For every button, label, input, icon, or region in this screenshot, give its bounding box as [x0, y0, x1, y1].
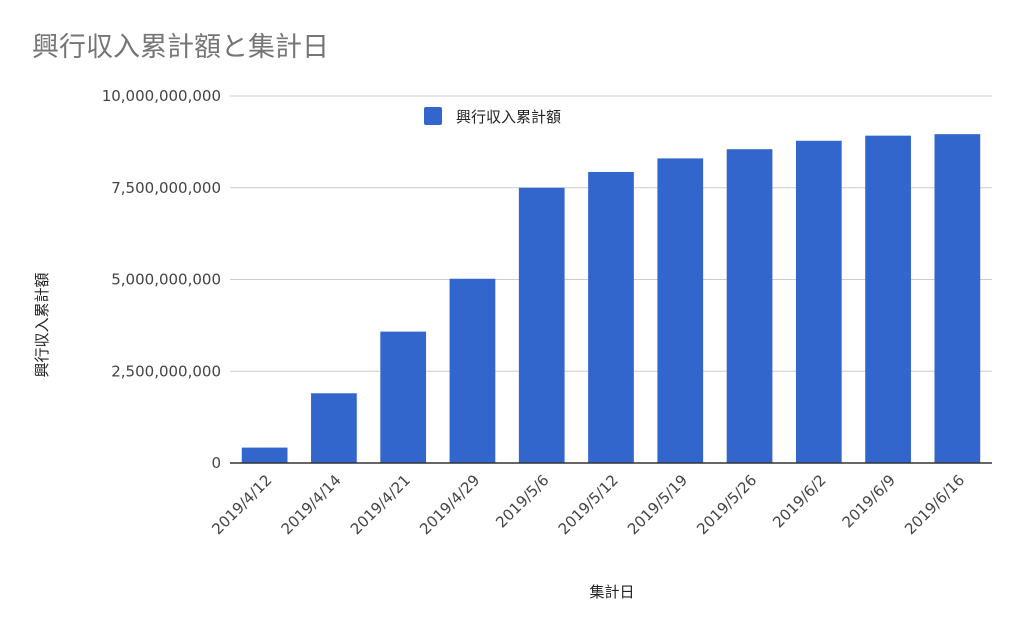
x-tick-label: 2019/5/12: [555, 471, 622, 538]
y-tick-label: 2,500,000,000: [111, 362, 221, 380]
bar[interactable]: [518, 187, 565, 463]
y-tick-label: 0: [211, 454, 221, 472]
x-axis-tick-labels: 2019/4/12 2019/4/14 2019/4/21 2019/4/29 2019…: [208, 471, 968, 538]
bar[interactable]: [588, 171, 634, 463]
bar[interactable]: [657, 158, 704, 463]
y-axis-title: 興行収入累計額: [33, 272, 51, 377]
bar[interactable]: [865, 135, 911, 464]
y-tick-label: 10,000,000,000: [102, 87, 221, 105]
bar[interactable]: [380, 331, 427, 463]
bars: [241, 134, 981, 464]
y-axis-tick-labels: 0 2,500,000,000 5,000,000,000 7,500,000,000…: [102, 87, 221, 472]
legend[interactable]: 興行収入累計額: [424, 107, 561, 126]
x-axis-title: 集計日: [589, 583, 634, 601]
x-tick-label: 2019/5/6: [492, 471, 552, 531]
x-tick-label: 2019/6/9: [839, 471, 899, 531]
y-tick-label: 7,500,000,000: [111, 179, 221, 197]
x-tick-label: 2019/5/19: [624, 471, 691, 538]
bar[interactable]: [934, 134, 981, 463]
x-tick-label: 2019/4/21: [347, 471, 414, 538]
legend-label: 興行収入累計額: [456, 108, 561, 126]
x-tick-label: 2019/6/2: [769, 471, 829, 531]
x-tick-label: 2019/5/26: [693, 471, 760, 538]
legend-swatch: [424, 107, 442, 125]
x-tick-label: 2019/4/12: [208, 471, 275, 538]
y-tick-label: 5,000,000,000: [111, 271, 221, 289]
bar[interactable]: [449, 278, 496, 463]
bar[interactable]: [311, 393, 357, 463]
x-tick-label: 2019/4/29: [416, 471, 483, 538]
bar[interactable]: [241, 447, 288, 463]
x-tick-label: 2019/6/16: [901, 471, 968, 538]
chart-title: 興行収入累計額と集計日: [32, 32, 329, 63]
bar[interactable]: [795, 140, 842, 464]
x-tick-label: 2019/4/14: [278, 471, 345, 538]
bar[interactable]: [726, 149, 773, 463]
